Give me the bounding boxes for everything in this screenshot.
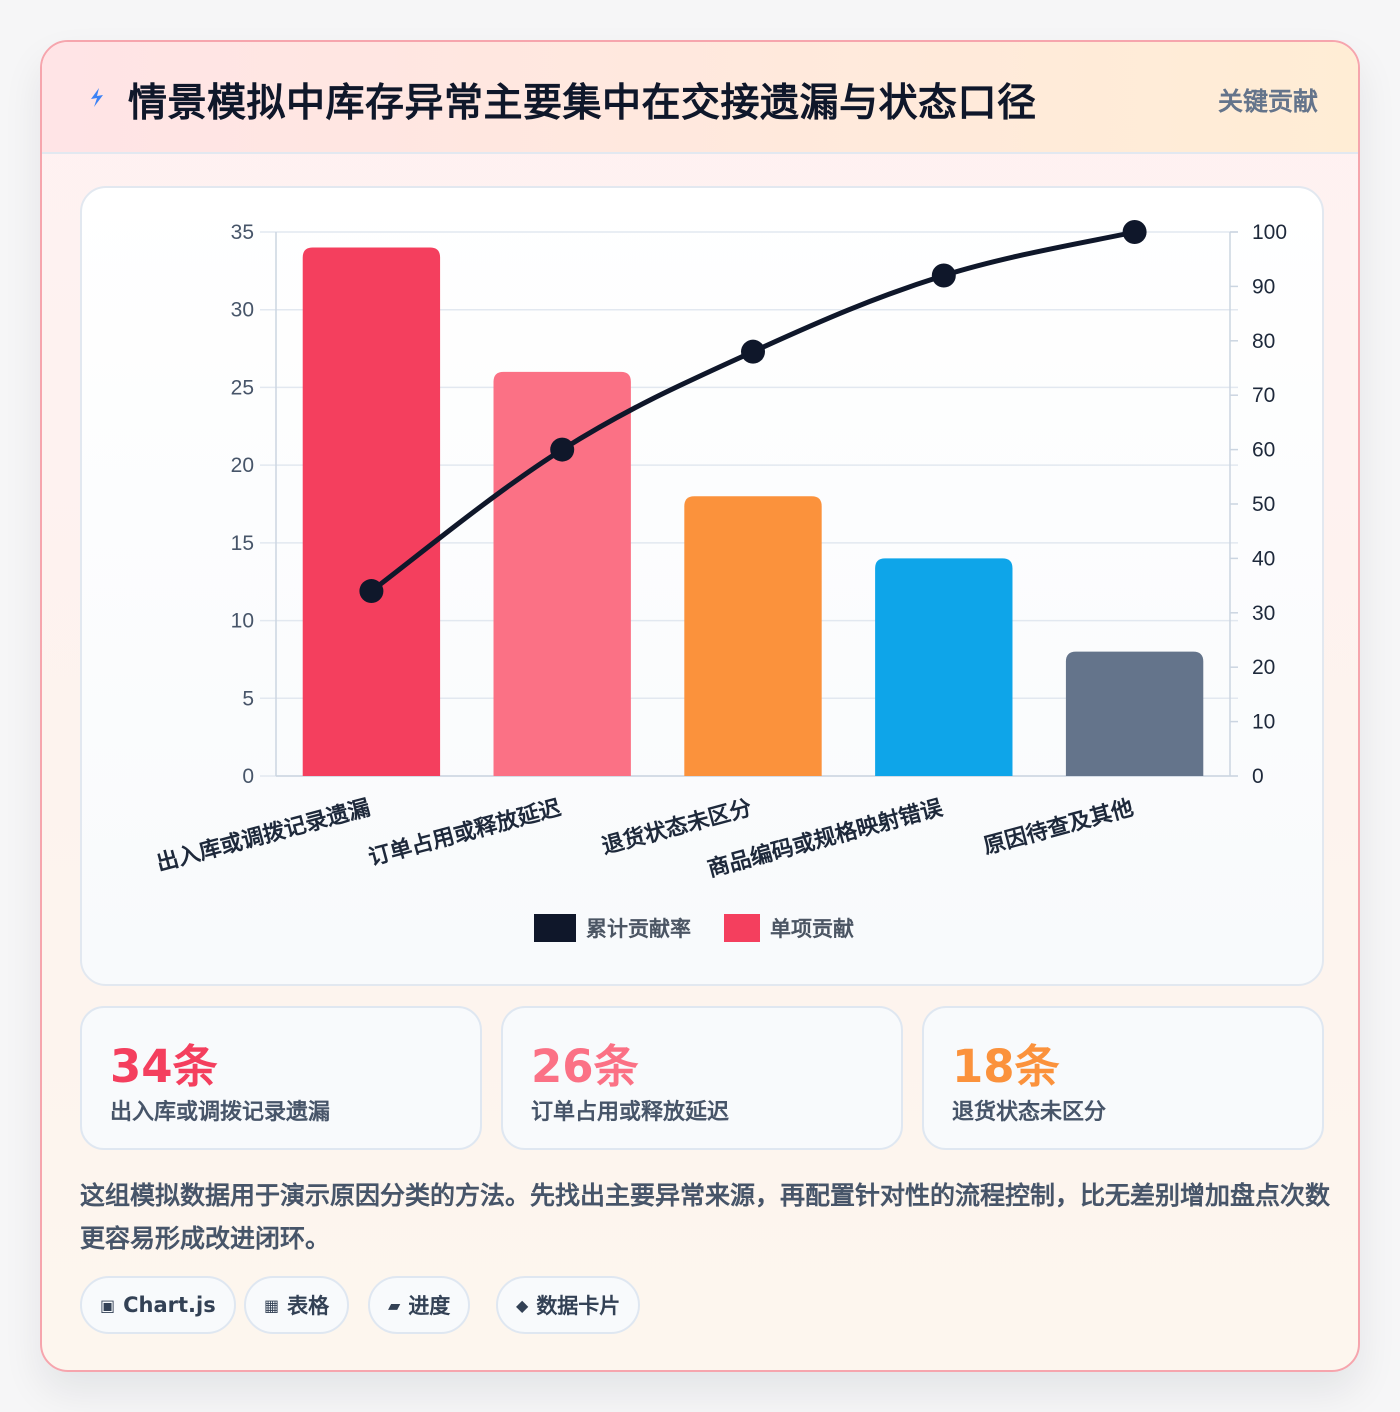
y2-tick-label: 50 bbox=[1252, 493, 1275, 516]
bar bbox=[684, 496, 822, 776]
lightning-icon bbox=[91, 88, 103, 107]
y2-tick-label: 30 bbox=[1252, 602, 1275, 625]
pareto-chart: 0 5 10 15 20 25 30 35 0 10 20 30 40 50 60 70 80 90 100 出入库或… bbox=[154, 220, 1287, 942]
stat-cards: 34条 出入库或调拨记录遗漏 26条 订单占用或释放延迟 18条 退货状态未区分 bbox=[80, 1006, 1324, 1150]
chip-progress[interactable]: ▰ 进度 bbox=[368, 1276, 471, 1334]
stat-value: 34条 bbox=[110, 1040, 218, 1093]
chip-table[interactable]: ▦ 表格 bbox=[244, 1276, 350, 1334]
stat-card: 34条 出入库或调拨记录遗漏 bbox=[80, 1006, 482, 1150]
cumulative-point bbox=[359, 579, 384, 604]
cumulative-point bbox=[931, 263, 956, 288]
legend-swatch bbox=[534, 914, 576, 942]
chip-data-cards[interactable]: ◆ 数据卡片 bbox=[496, 1276, 641, 1334]
stat-value: 18条 bbox=[952, 1040, 1060, 1093]
diamond-icon: ◆ bbox=[516, 1295, 529, 1315]
y2-tick-label: 80 bbox=[1252, 330, 1275, 353]
cumulative-point bbox=[741, 339, 765, 364]
legend-swatch bbox=[724, 914, 760, 942]
bar bbox=[1065, 651, 1204, 776]
cumulative-point bbox=[1122, 220, 1147, 244]
y2-tick-label: 60 bbox=[1252, 439, 1275, 462]
stat-card: 18条 退货状态未区分 bbox=[922, 1006, 1324, 1150]
y2-tick-label: 20 bbox=[1252, 656, 1275, 679]
chip-label: 进度 bbox=[408, 1294, 451, 1318]
x-category-label: 订单占用或释放延迟 bbox=[366, 795, 564, 871]
y2-tick-label: 100 bbox=[1252, 221, 1287, 244]
chip-label: 数据卡片 bbox=[536, 1294, 621, 1318]
description-text: 这组模拟数据用于演示原因分类的方法。先找出主要异常来源，再配置针对性的流程控制，… bbox=[80, 1181, 1331, 1253]
page-title: 情景模拟中库存异常主要集中在交接遗漏与状态口径 bbox=[128, 81, 1037, 126]
y2-tick-label: 10 bbox=[1252, 711, 1275, 734]
bar bbox=[493, 371, 631, 776]
bar bbox=[875, 558, 1013, 776]
report-card: 情景模拟中库存异常主要集中在交接遗漏与状态口径 关键贡献 0 5 10 15 20 25 3… bbox=[40, 40, 1360, 1372]
y2-tick-label: 0 bbox=[1252, 765, 1264, 788]
stat-label: 退货状态未区分 bbox=[952, 1100, 1107, 1125]
x-category-label: 原因待查及其他 bbox=[981, 795, 1136, 860]
chip-label: 表格 bbox=[287, 1294, 330, 1318]
y-tick-label: 25 bbox=[231, 376, 254, 399]
y2-tick-label: 40 bbox=[1252, 547, 1275, 570]
x-category-label: 退货状态未区分 bbox=[599, 795, 754, 860]
chip-label: Chart.js bbox=[123, 1293, 216, 1317]
legend-label: 单项贡献 bbox=[770, 917, 854, 941]
bar bbox=[302, 247, 441, 777]
y-tick-label: 35 bbox=[231, 221, 254, 244]
stat-value: 26条 bbox=[531, 1040, 639, 1093]
card-header: 情景模拟中库存异常主要集中在交接遗漏与状态口径 关键贡献 bbox=[42, 42, 1358, 154]
y-tick-label: 5 bbox=[242, 687, 254, 710]
progress-icon: ▰ bbox=[388, 1295, 401, 1315]
x-category-label: 出入库或调拨记录遗漏 bbox=[154, 795, 373, 877]
y-tick-label: 0 bbox=[242, 765, 254, 788]
legend-label: 累计贡献率 bbox=[586, 917, 691, 941]
y-tick-label: 30 bbox=[231, 299, 254, 322]
chip-chartjs[interactable]: ▣ Chart.js bbox=[80, 1276, 236, 1334]
y-tick-label: 20 bbox=[231, 454, 254, 477]
table-icon: ▦ bbox=[264, 1295, 280, 1315]
stat-card: 26条 订单占用或释放延迟 bbox=[501, 1006, 903, 1150]
y2-tick-label: 70 bbox=[1252, 384, 1275, 407]
stat-label: 出入库或调拨记录遗漏 bbox=[110, 1100, 331, 1125]
y-tick-label: 15 bbox=[231, 532, 254, 555]
chart-icon: ▣ bbox=[100, 1295, 116, 1315]
y2-tick-label: 90 bbox=[1252, 275, 1275, 298]
pareto-chart-panel: 0 5 10 15 20 25 30 35 0 10 20 30 40 50 60 70 80 90 100 出入库或… bbox=[80, 186, 1324, 986]
cumulative-point bbox=[550, 437, 575, 462]
stat-label: 订单占用或释放延迟 bbox=[531, 1100, 730, 1125]
key-contribution-tag: 关键贡献 bbox=[1217, 87, 1318, 116]
y-tick-label: 10 bbox=[231, 610, 254, 633]
